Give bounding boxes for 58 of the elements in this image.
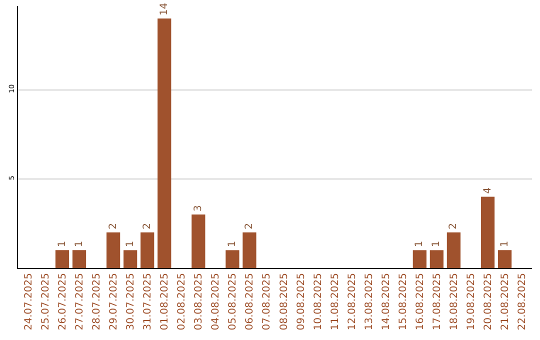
bar — [192, 214, 206, 268]
data-label: 2 — [142, 222, 153, 230]
data-label: 2 — [244, 222, 255, 230]
data-label: 1 — [431, 240, 442, 248]
x-tick-label: 02.08.2025 — [176, 273, 188, 330]
data-label: 14 — [158, 2, 170, 16]
x-tick-label: 01.08.2025 — [160, 273, 171, 330]
x-tick-label: 15.08.2025 — [398, 273, 409, 330]
data-label: 2 — [108, 222, 119, 230]
x-tick-label: 20.08.2025 — [483, 273, 494, 330]
x-tick-label: 22.08.2025 — [517, 273, 528, 330]
x-tick-label: 28.07.2025 — [92, 273, 103, 330]
bar — [55, 250, 70, 268]
bar — [430, 250, 444, 268]
bar — [140, 232, 154, 268]
x-tick-label: 13.08.2025 — [364, 273, 375, 330]
x-tick-label: 25.07.2025 — [40, 273, 52, 330]
x-tick-label: 08.08.2025 — [278, 273, 290, 330]
bar — [72, 250, 86, 268]
bar — [158, 18, 172, 268]
x-tick-label: 03.08.2025 — [194, 273, 205, 330]
data-label: 1 — [226, 240, 238, 248]
data-label: 2 — [448, 222, 460, 230]
bar — [242, 232, 256, 268]
x-tick-label: 30.07.2025 — [126, 273, 137, 330]
data-label: 1 — [56, 240, 68, 248]
x-tick-label: 17.08.2025 — [432, 273, 443, 330]
bar — [106, 232, 120, 268]
x-tick-label: 12.08.2025 — [346, 273, 358, 330]
x-tick-label: 07.08.2025 — [262, 273, 273, 330]
x-tick-label: 24.07.2025 — [23, 273, 34, 330]
bar — [226, 250, 240, 268]
data-label: 1 — [124, 240, 136, 248]
data-label: 3 — [192, 205, 204, 212]
x-tick-label: 10.08.2025 — [312, 273, 324, 330]
x-tick-label: 19.08.2025 — [466, 273, 477, 330]
x-tick-label: 04.08.2025 — [210, 273, 222, 330]
data-label: 1 — [499, 240, 510, 248]
x-tick-label: 29.07.2025 — [108, 273, 120, 330]
x-tick-label: 18.08.2025 — [448, 273, 460, 330]
x-tick-label: 09.08.2025 — [296, 273, 307, 330]
bar — [446, 232, 461, 268]
bar — [124, 250, 138, 268]
x-tick-label: 06.08.2025 — [244, 273, 256, 330]
x-tick-label: 11.08.2025 — [330, 273, 341, 330]
x-tick-label: 16.08.2025 — [414, 273, 426, 330]
bar — [412, 250, 426, 268]
data-label: 1 — [74, 240, 85, 248]
x-tick-label: 31.07.2025 — [142, 273, 154, 330]
x-tick-label: 26.07.2025 — [58, 273, 68, 330]
data-label: 1 — [414, 240, 426, 248]
x-tick-label: 21.08.2025 — [500, 273, 512, 330]
x-tick-label: 27.07.2025 — [74, 273, 86, 330]
data-label: 4 — [482, 187, 494, 194]
x-tick-label: 14.08.2025 — [380, 273, 392, 330]
bar — [480, 196, 495, 268]
bar — [498, 250, 512, 268]
x-tick-label: 05.08.2025 — [228, 273, 239, 330]
